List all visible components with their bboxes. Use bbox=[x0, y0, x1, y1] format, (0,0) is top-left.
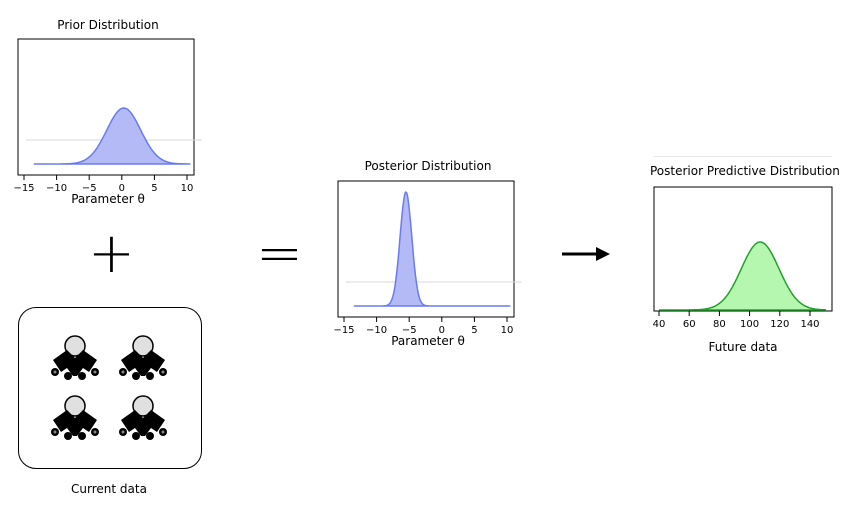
x-tick-label: 5 bbox=[151, 183, 157, 194]
predictive-top-rule bbox=[654, 156, 832, 157]
arrow-right-icon bbox=[562, 247, 610, 261]
current-data-box bbox=[18, 307, 202, 469]
x-tick-label: −15 bbox=[13, 183, 34, 194]
prior-density-curve bbox=[33, 107, 191, 165]
predictive-frame bbox=[653, 186, 833, 312]
prior-plot: −15 −10 −5 0 5 10 bbox=[13, 38, 202, 194]
x-tick-label: 5 bbox=[471, 325, 477, 336]
x-tick-label: 80 bbox=[713, 319, 726, 330]
equals-sign: = bbox=[256, 221, 303, 286]
x-tick-label: −15 bbox=[333, 325, 354, 336]
predictive-plot: 40 60 80 100 120 140 bbox=[653, 186, 833, 330]
x-tick-label: −10 bbox=[366, 325, 387, 336]
prior-frame bbox=[17, 38, 195, 176]
x-tick-label: 0 bbox=[119, 183, 125, 194]
x-tick-label: 10 bbox=[501, 325, 514, 336]
predictive-title: Posterior Predictive Distribution bbox=[650, 164, 840, 178]
person-glyph-icon bbox=[118, 395, 168, 441]
x-tick-label: 0 bbox=[439, 325, 445, 336]
x-tick-label: 100 bbox=[740, 319, 759, 330]
person-glyph-icon bbox=[50, 335, 100, 381]
person-glyph-icon bbox=[50, 395, 100, 441]
posterior-density-curve bbox=[353, 191, 511, 307]
person-glyph-icon bbox=[118, 335, 168, 381]
x-tick-label: −5 bbox=[402, 325, 417, 336]
x-tick-label: 140 bbox=[800, 319, 819, 330]
x-tick-label: 60 bbox=[683, 319, 696, 330]
x-tick-label: 40 bbox=[653, 319, 666, 330]
posterior-frame bbox=[337, 180, 515, 318]
data-icons bbox=[50, 335, 168, 441]
predictive-xlabel: Future data bbox=[708, 340, 778, 354]
posterior-title: Posterior Distribution bbox=[364, 159, 492, 173]
prior-title: Prior Distribution bbox=[57, 18, 159, 32]
predictive-density-curve bbox=[659, 241, 826, 311]
x-tick-label: 10 bbox=[181, 183, 194, 194]
x-tick-label: −10 bbox=[46, 183, 67, 194]
x-tick-label: −5 bbox=[82, 183, 97, 194]
prior-xlabel: Parameter θ bbox=[71, 192, 145, 206]
plus-sign: + bbox=[88, 221, 135, 286]
posterior-plot: −15 −10 −5 0 5 10 bbox=[333, 180, 522, 336]
posterior-xlabel: Parameter θ bbox=[391, 334, 465, 348]
x-tick-label: 120 bbox=[770, 319, 789, 330]
current-data-label: Current data bbox=[71, 482, 147, 496]
